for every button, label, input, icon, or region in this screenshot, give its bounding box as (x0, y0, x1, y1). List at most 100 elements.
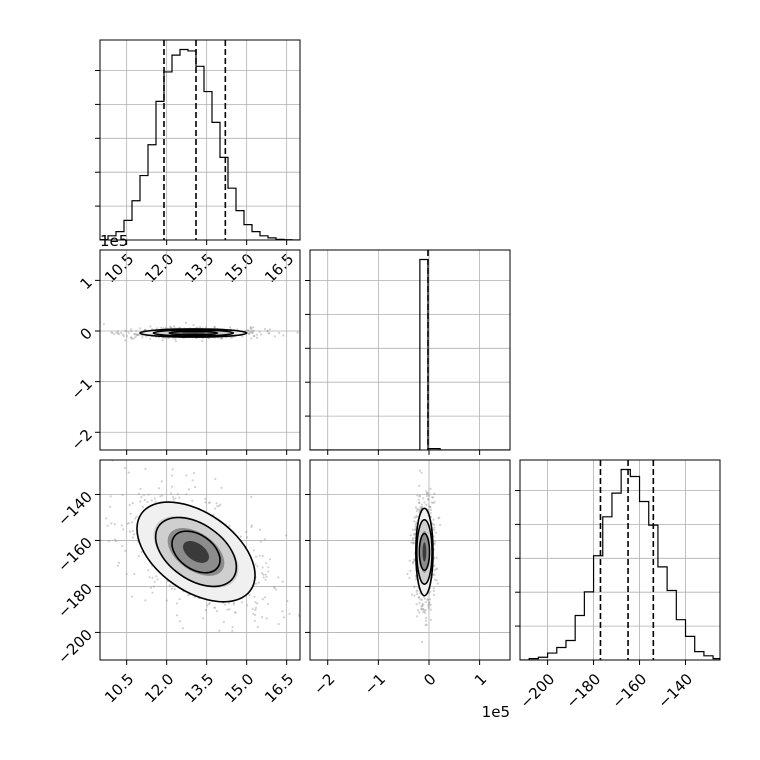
sample-point (413, 528, 416, 531)
sample-point (125, 329, 128, 332)
x-tick-label: −200 (516, 670, 558, 712)
sample-point (254, 608, 257, 612)
sample-point (204, 501, 207, 504)
contour (139, 328, 248, 338)
sample-point (137, 555, 140, 558)
sample-point (142, 494, 145, 497)
sample-point (137, 492, 141, 495)
histogram-bin (420, 260, 428, 450)
sample-point (296, 331, 299, 334)
contour (136, 501, 256, 603)
sample-point (214, 477, 217, 480)
sample-point (159, 495, 162, 498)
histogram-bin (260, 236, 268, 240)
sample-point (419, 494, 422, 497)
sample-point (160, 480, 163, 483)
sample-point (263, 327, 267, 331)
sample-point (412, 542, 415, 545)
sample-point (208, 601, 211, 605)
sample-point (433, 492, 436, 495)
sample-point (427, 601, 430, 604)
sample-point (421, 602, 424, 606)
sample-point (411, 562, 414, 565)
sample-point (432, 496, 435, 499)
sample-point (191, 499, 194, 502)
sample-point (234, 611, 237, 614)
sample-point (172, 495, 175, 499)
sample-point (157, 487, 160, 490)
sample-point (110, 522, 113, 525)
sample-point (201, 339, 204, 342)
axes-frame (99, 39, 301, 241)
sample-point (174, 497, 177, 500)
sample-point (122, 528, 125, 531)
sample-point (436, 582, 440, 585)
sample-point (266, 329, 270, 332)
sample-point (199, 325, 202, 329)
histogram-bin (575, 616, 584, 660)
contour (171, 530, 221, 574)
sample-point (427, 603, 431, 606)
sample-point (414, 506, 417, 509)
sample-point (297, 614, 300, 617)
sample-point (434, 540, 437, 543)
sample-point (267, 332, 270, 335)
sample-point (226, 608, 229, 611)
sample-point (144, 599, 147, 602)
sample-point (169, 326, 172, 329)
histogram-bin (156, 101, 164, 240)
sample-point (282, 616, 285, 619)
sample-point (153, 497, 156, 500)
sample-point (252, 329, 255, 332)
sample-point (187, 594, 190, 597)
sample-point (204, 609, 207, 612)
histogram-step (100, 48, 300, 240)
sample-point (427, 605, 430, 608)
sample-point (417, 596, 421, 599)
x-tick-label: 12.0 (141, 250, 177, 286)
sample-point (208, 501, 211, 504)
sample-point (161, 339, 164, 342)
sample-point (125, 573, 128, 576)
x-tick-label: 0 (420, 670, 439, 689)
sample-point (135, 334, 138, 337)
sample-point (141, 505, 144, 508)
sample-point (161, 494, 164, 497)
sample-point (258, 330, 261, 333)
y-tick-label: −2 (68, 426, 96, 454)
sample-point (258, 554, 261, 557)
sample-point (227, 602, 231, 605)
sample-point (412, 541, 415, 545)
sample-point (264, 596, 267, 599)
sample-point (176, 493, 179, 496)
sample-point (261, 554, 264, 558)
sample-point (252, 335, 255, 338)
sample-point (251, 330, 254, 333)
sample-point (135, 329, 138, 333)
sample-point (434, 531, 437, 534)
sample-point (251, 608, 254, 611)
sample-point (220, 336, 224, 340)
sample-point (435, 579, 438, 582)
y-tick-label: 0 (77, 324, 96, 343)
sample-point (253, 595, 256, 598)
sample-point (267, 566, 270, 569)
sample-point (414, 525, 417, 528)
sample-point (435, 556, 438, 559)
sample-point (121, 545, 124, 548)
sample-point (124, 330, 127, 333)
sample-point (428, 494, 431, 497)
sample-point (139, 500, 142, 503)
sample-point (109, 495, 112, 498)
sample-point (253, 613, 257, 617)
sample-point (413, 533, 416, 536)
sample-point (51, 326, 53, 328)
sample-point (273, 335, 276, 338)
sample-point (250, 525, 253, 528)
sample-point (418, 611, 421, 614)
sample-point (102, 323, 105, 326)
sample-point (135, 515, 138, 518)
sample-point (411, 528, 414, 531)
x-tick-label: 15.0 (221, 250, 257, 286)
sample-point (121, 493, 124, 496)
